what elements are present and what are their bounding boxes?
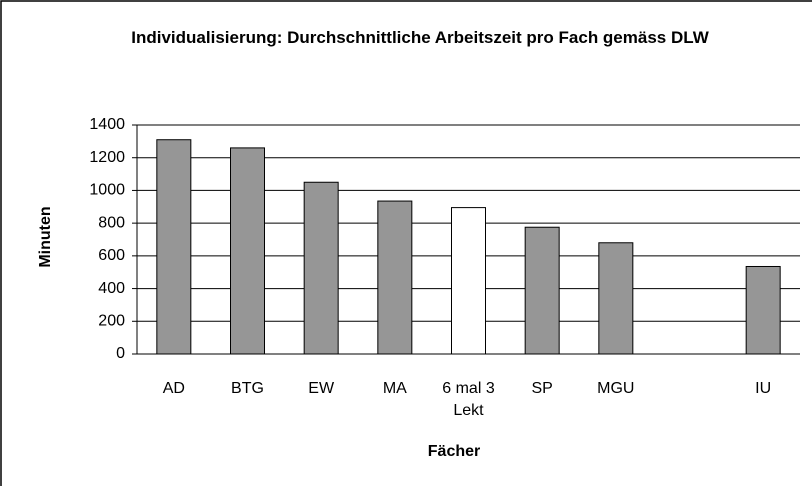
x-tick-label: 6 mal 3 Lekt [442,380,495,419]
x-axis-title: Fächer [427,443,481,460]
y-tick-label: 200 [98,313,125,330]
y-tick-label: 1000 [89,182,125,199]
x-tick-label: MGU [597,380,635,397]
chart-title: Individualisierung: Durchschnittliche Ar… [131,28,709,47]
y-tick-label: 1400 [89,116,125,133]
y-tick-label: 1200 [89,149,125,166]
bar [598,242,634,355]
bar [377,200,413,355]
bar [524,226,560,355]
bar [156,139,192,355]
x-tick-label: AD [162,380,185,397]
bar [451,207,486,355]
y-axis-title: Minuten [37,206,54,268]
x-tick-label: SP [531,380,553,397]
x-tick-label: EW [308,380,335,397]
x-tick-label: BTG [231,380,264,397]
x-tick-label: IU [755,380,772,397]
bar [230,147,265,355]
plot-area: 0 200 400 600 800 1000 1200 1400 [89,116,800,362]
y-tick-label: 800 [98,214,125,231]
y-tick-label: 0 [116,345,125,362]
x-tick-label: MA [382,380,407,397]
bar [303,181,339,355]
bar [745,265,781,355]
y-tick-label: 600 [98,247,125,264]
y-tick-label: 400 [98,280,125,297]
